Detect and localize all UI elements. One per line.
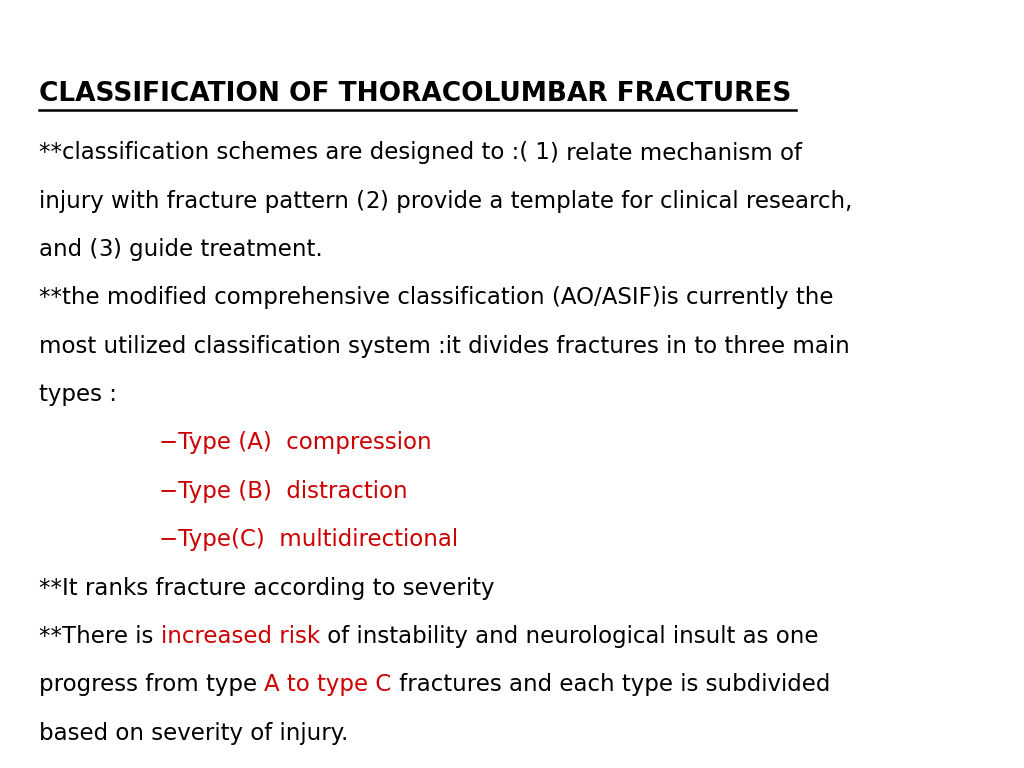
Text: types :: types : xyxy=(39,383,117,406)
Text: **the modified comprehensive classification (AO/ASIF)is currently the: **the modified comprehensive classificat… xyxy=(39,286,834,310)
Text: **classification schemes are designed to :(: **classification schemes are designed to… xyxy=(39,141,528,164)
Text: of instability and neurological insult as one: of instability and neurological insult a… xyxy=(319,625,818,648)
Text: A to type C: A to type C xyxy=(264,674,391,697)
Text: increased risk: increased risk xyxy=(161,625,319,648)
Text: fractures and each type is subdivided: fractures and each type is subdivided xyxy=(391,674,829,697)
Text: 1: 1 xyxy=(528,141,550,164)
Text: based on severity of injury.: based on severity of injury. xyxy=(39,722,348,745)
Text: most utilized classification system :it divides fractures in to three main: most utilized classification system :it … xyxy=(39,335,850,358)
Text: 3: 3 xyxy=(98,238,113,261)
Text: **It ranks fracture according to severity: **It ranks fracture according to severit… xyxy=(39,577,495,600)
Text: ) provide a template for clinical research,: ) provide a template for clinical resear… xyxy=(380,190,852,213)
Text: and (: and ( xyxy=(39,238,98,261)
Text: −Type (B)  distraction: −Type (B) distraction xyxy=(159,480,408,503)
Text: −Type (A)  compression: −Type (A) compression xyxy=(159,432,431,455)
Text: ) guide treatment.: ) guide treatment. xyxy=(113,238,323,261)
Text: progress from type: progress from type xyxy=(39,674,264,697)
Text: ) relate mechanism of: ) relate mechanism of xyxy=(550,141,802,164)
Text: −Type(C)  multidirectional: −Type(C) multidirectional xyxy=(159,528,458,551)
Text: CLASSIFICATION OF THORACOLUMBAR FRACTURES: CLASSIFICATION OF THORACOLUMBAR FRACTURE… xyxy=(39,81,792,107)
Text: 2: 2 xyxy=(365,190,380,213)
Text: **There is: **There is xyxy=(39,625,161,648)
Text: injury with fracture pattern (: injury with fracture pattern ( xyxy=(39,190,365,213)
